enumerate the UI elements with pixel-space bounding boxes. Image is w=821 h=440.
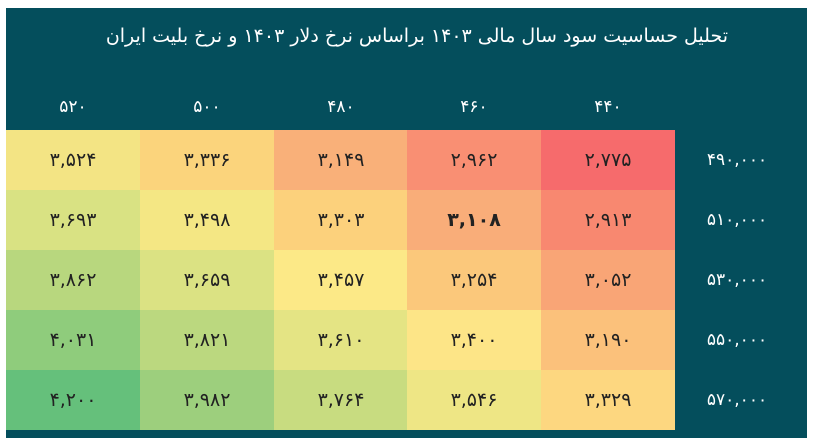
table-cell: ۳,۶۹۳	[6, 190, 140, 250]
table-cell: ۳,۸۲۱	[140, 310, 274, 370]
table-cell: ۳,۴۰۰	[407, 310, 541, 370]
column-header-520: ۵۲۰	[59, 97, 87, 117]
row-header-570000: ۵۷۰,۰۰۰	[706, 390, 768, 410]
column-header-460: ۴۶۰	[460, 97, 488, 117]
row-header-530000: ۵۳۰,۰۰۰	[706, 270, 768, 290]
table-cell: ۳,۷۶۴	[274, 370, 408, 430]
table-cell: ۴,۰۳۱	[6, 310, 140, 370]
table-cell: ۳,۹۸۲	[140, 370, 274, 430]
table-cell: ۳,۶۱۰	[274, 310, 408, 370]
table-cell: ۲,۹۶۲	[407, 130, 541, 190]
table-cell: ۴,۲۰۰	[6, 370, 140, 430]
table-cell: ۳,۳۳۶	[140, 130, 274, 190]
table-cell: ۳,۳۰۳	[274, 190, 408, 250]
table-cell: ۳,۶۵۹	[140, 250, 274, 310]
table-cell: ۳,۱۰۸	[407, 190, 541, 250]
table-cell: ۳,۴۹۸	[140, 190, 274, 250]
table-cell: ۲,۷۷۵	[541, 130, 675, 190]
table-cell: ۳,۵۲۴	[6, 130, 140, 190]
table-cell: ۳,۴۵۷	[274, 250, 408, 310]
row-header-490000: ۴۹۰,۰۰۰	[706, 150, 768, 170]
table-cell: ۳,۰۵۲	[541, 250, 675, 310]
table-cell: ۳,۲۵۴	[407, 250, 541, 310]
sensitivity-table-panel: تحلیل حساسیت سود سال مالی ۱۴۰۳ براساس نر…	[6, 8, 807, 438]
column-header-500: ۵۰۰	[193, 97, 221, 117]
table-cell: ۳,۱۴۹	[274, 130, 408, 190]
table-cell: ۳,۸۶۲	[6, 250, 140, 310]
row-header-510000: ۵۱۰,۰۰۰	[706, 210, 768, 230]
row-header-550000: ۵۵۰,۰۰۰	[706, 330, 768, 350]
table-cell: ۳,۱۹۰	[541, 310, 675, 370]
table-cell: ۳,۳۲۹	[541, 370, 675, 430]
column-header-440: ۴۴۰	[594, 97, 622, 117]
table-cell: ۳,۵۴۶	[407, 370, 541, 430]
column-header-480: ۴۸۰	[327, 97, 355, 117]
table-cell: ۲,۹۱۳	[541, 190, 675, 250]
table-title: تحلیل حساسیت سود سال مالی ۱۴۰۳ براساس نر…	[105, 25, 728, 47]
